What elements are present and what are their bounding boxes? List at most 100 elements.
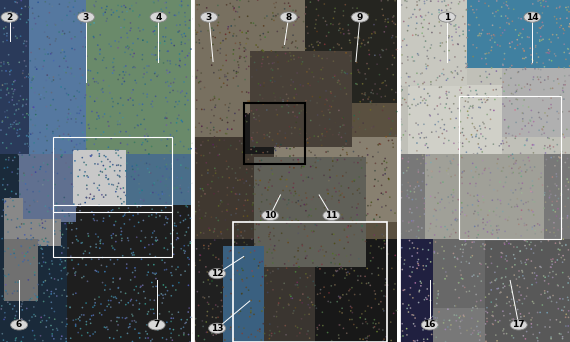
Bar [67, 205, 191, 342]
Point [217, 199, 226, 205]
Point [87, 14, 96, 19]
Point [558, 88, 567, 93]
Point [63, 65, 72, 70]
Point [370, 232, 379, 238]
Point [553, 282, 562, 288]
Point [136, 203, 145, 209]
Point [551, 233, 560, 239]
Point [89, 2, 99, 8]
Point [451, 22, 461, 28]
Point [162, 220, 172, 225]
Point [150, 52, 159, 58]
Point [114, 286, 123, 291]
Point [331, 5, 340, 11]
Point [419, 263, 428, 268]
Point [561, 57, 570, 62]
Point [223, 209, 232, 214]
Point [51, 182, 60, 187]
Point [195, 23, 204, 29]
Point [315, 323, 324, 328]
Point [436, 125, 445, 131]
Point [265, 321, 274, 327]
Point [176, 90, 185, 95]
Point [419, 337, 428, 342]
Point [150, 298, 159, 303]
Point [443, 306, 453, 312]
Point [88, 196, 97, 202]
Point [502, 331, 511, 337]
Point [434, 134, 443, 140]
Point [302, 331, 311, 337]
Point [97, 87, 106, 92]
Point [222, 158, 231, 164]
Point [559, 82, 568, 88]
Point [28, 76, 38, 82]
Point [388, 14, 397, 20]
Point [129, 64, 139, 69]
Point [68, 184, 77, 189]
Point [443, 171, 453, 177]
Point [380, 19, 389, 24]
Point [474, 198, 483, 204]
Point [144, 262, 153, 268]
Point [551, 181, 560, 187]
Point [28, 11, 38, 16]
Point [515, 274, 524, 280]
Point [86, 94, 95, 99]
Point [83, 330, 92, 336]
Point [94, 256, 103, 262]
Point [70, 94, 79, 99]
Point [45, 271, 54, 277]
Point [123, 9, 132, 14]
Point [500, 51, 509, 56]
Point [103, 304, 112, 309]
Point [17, 221, 26, 227]
Point [439, 141, 449, 146]
Point [104, 176, 113, 182]
Point [518, 116, 527, 121]
Point [71, 116, 80, 122]
Point [99, 215, 108, 221]
Point [176, 183, 185, 188]
Point [553, 283, 563, 288]
Point [476, 126, 485, 132]
Point [255, 329, 264, 334]
Point [252, 148, 261, 154]
Point [229, 272, 238, 277]
Point [450, 303, 459, 308]
Point [389, 20, 398, 26]
Point [189, 211, 198, 216]
Point [421, 295, 430, 300]
Point [306, 273, 315, 278]
Bar [399, 239, 433, 342]
Point [132, 235, 141, 240]
Point [219, 137, 229, 143]
Point [214, 218, 223, 223]
Point [209, 142, 218, 147]
Point [194, 303, 203, 308]
Point [545, 295, 555, 300]
Point [522, 238, 531, 244]
Point [247, 137, 256, 142]
Point [148, 190, 157, 195]
Point [190, 287, 199, 292]
Point [412, 205, 421, 210]
Point [246, 20, 255, 26]
Point [270, 60, 279, 65]
Point [564, 274, 570, 279]
Point [149, 311, 158, 316]
Point [435, 74, 444, 79]
Point [521, 260, 530, 265]
Point [493, 264, 502, 269]
Point [30, 337, 39, 342]
Point [13, 101, 22, 107]
Point [171, 62, 180, 67]
Point [539, 0, 548, 4]
Point [383, 66, 392, 71]
Point [520, 84, 529, 90]
Point [531, 44, 540, 50]
Point [2, 274, 11, 279]
Point [291, 86, 300, 92]
Point [72, 142, 81, 147]
Point [356, 14, 365, 19]
